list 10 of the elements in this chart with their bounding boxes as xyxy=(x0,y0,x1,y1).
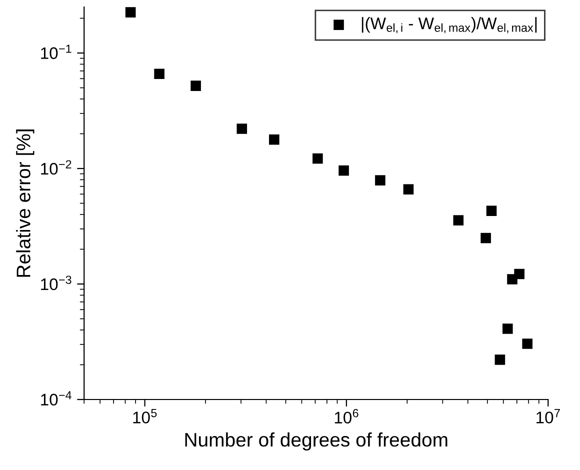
y-tick-label: 10$^{−4}$ xyxy=(41,391,72,406)
x-tick-label: 10$^{5}$ xyxy=(133,409,157,424)
x-tick-label: 10$^{7}$ xyxy=(536,409,560,424)
y-tick-label: 10$^{−1}$ xyxy=(41,44,72,60)
y-tick-label: 10$^{−2}$ xyxy=(41,160,72,175)
x-axis-title: Number of degrees of freedom xyxy=(185,432,448,451)
y-tick-label: 10$^{−3}$ xyxy=(41,276,72,290)
x-tick-label: 10$^{6}$ xyxy=(334,409,358,424)
y-axis-title: Relative error [%] xyxy=(16,130,34,277)
legend-label: |(W$_{el,i}$ - W$_{el,max}$)/W$_{el,max}$| xyxy=(362,17,537,34)
